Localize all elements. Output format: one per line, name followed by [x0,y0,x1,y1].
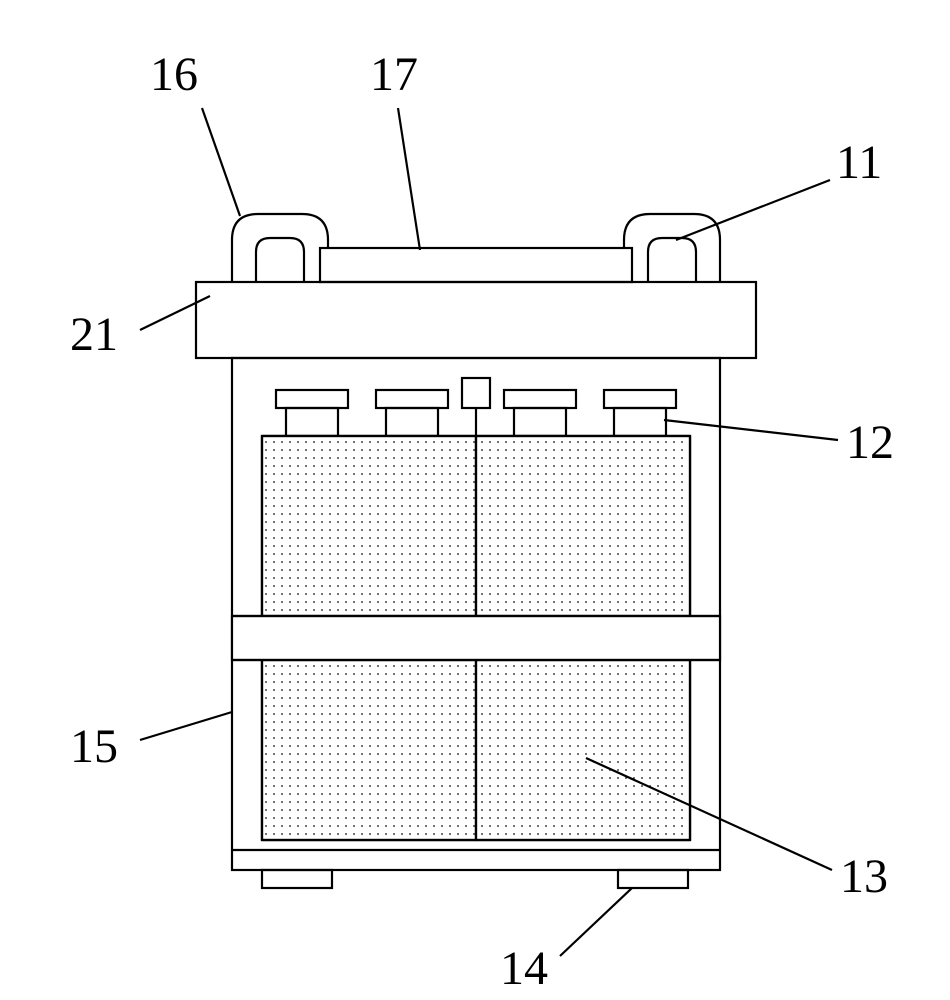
technical-diagram: 16 17 11 21 12 15 13 14 [0,0,950,1000]
handle-left [232,214,328,282]
label-11: 11 [836,136,882,189]
label-16: 16 [150,48,198,101]
leader-14 [560,888,632,956]
device [196,214,756,888]
top-center-block [320,248,632,282]
feet [262,870,688,888]
leader-15 [140,712,232,740]
label-14: 14 [500,942,548,995]
label-12: 12 [846,416,894,469]
leader-16 [202,108,240,216]
center-latch [462,378,490,436]
leader-17 [398,108,420,250]
label-21: 21 [70,308,118,361]
label-13: 13 [840,850,888,903]
leader-21 [140,296,210,330]
leader-11 [676,180,830,240]
label-17: 17 [370,48,418,101]
handle-right [624,214,720,282]
label-15: 15 [70,720,118,773]
top-platform [196,282,756,358]
